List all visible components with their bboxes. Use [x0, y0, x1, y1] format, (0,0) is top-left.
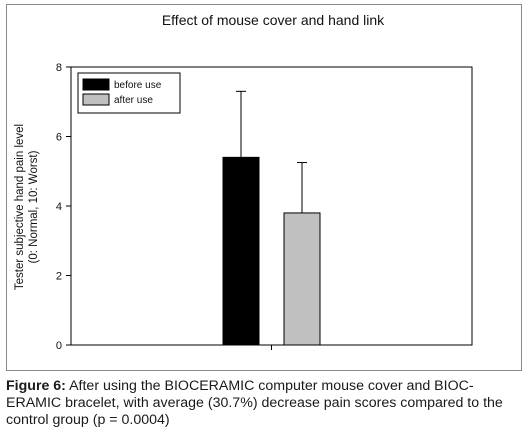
- y-tick-label: 0: [56, 340, 62, 352]
- legend-swatch-after-use: [82, 93, 110, 106]
- chart: Effect of mouse cover and hand link Test…: [6, 4, 522, 371]
- figure-caption: Figure 6: After using the BIOCERAMIC com…: [6, 378, 524, 429]
- y-tick-label: 2: [56, 271, 62, 283]
- bar-before-use: [222, 156, 260, 346]
- y-tick-label: 6: [56, 132, 62, 144]
- legend-label-after-use: after use: [114, 95, 153, 106]
- legend-label-before-use: before use: [114, 80, 162, 91]
- y-axis-label-line-1: Tester subjective hand pain level: [14, 124, 26, 290]
- legend-swatch-before-use: [82, 78, 110, 91]
- figure-caption-label: Figure 6:: [6, 378, 66, 394]
- y-tick-label: 4: [56, 201, 62, 213]
- y-axis-label-line-2: (0: Normal, 10: Worst): [28, 150, 40, 263]
- chart-title: Effect of mouse cover and hand link: [162, 12, 385, 28]
- plot-area: 0 2 4 6 8 before use after use: [56, 62, 473, 352]
- figure-caption-text: After using the BIOCERAMIC computer mous…: [6, 378, 503, 428]
- bar-after-use: [283, 212, 321, 346]
- y-axis-label: Tester subjective hand pain level (0: No…: [14, 124, 40, 290]
- y-tick-label: 8: [56, 62, 62, 74]
- chart-outer-frame: [6, 4, 522, 371]
